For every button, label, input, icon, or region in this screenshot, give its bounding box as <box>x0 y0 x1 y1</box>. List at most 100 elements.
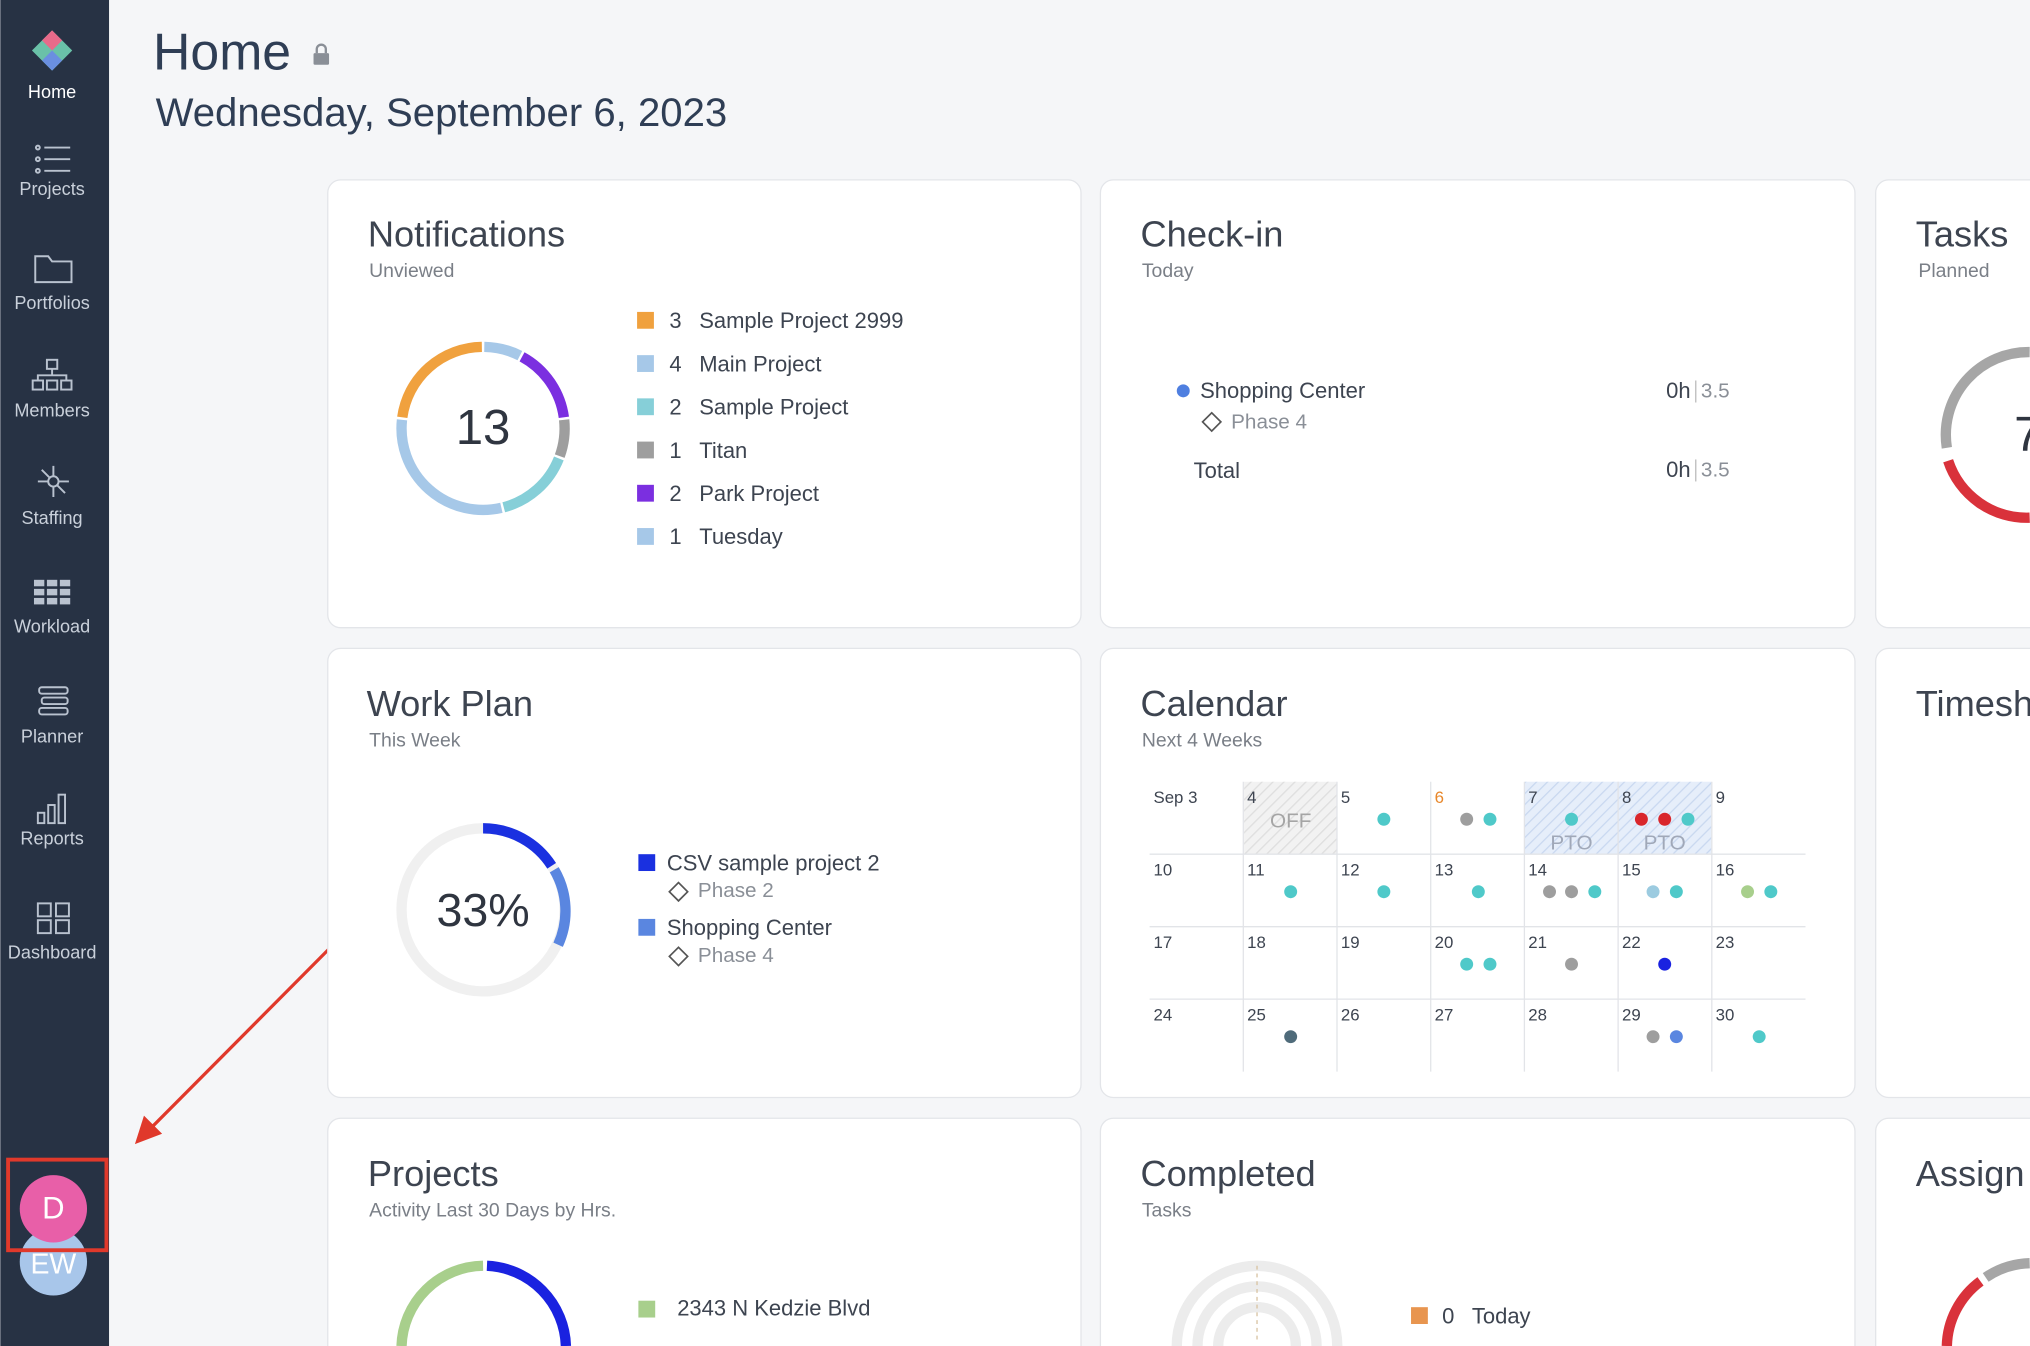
nav-reports[interactable]: Reports <box>20 829 83 849</box>
off-day <box>1244 781 1338 855</box>
pto-label: PTO <box>1550 831 1592 854</box>
nav-staffing[interactable]: Staffing <box>22 508 83 528</box>
nav-dashboard[interactable]: Dashboard <box>8 943 97 963</box>
completed-count: 0 <box>1442 1303 1454 1328</box>
calendar-date: 27 <box>1435 1005 1454 1024</box>
card-subtitle: This Week <box>369 730 461 752</box>
legend-name[interactable]: Park Project <box>699 481 819 506</box>
card-title: Timesh <box>1916 683 2030 724</box>
projects-icon <box>34 144 71 174</box>
members-icon <box>31 358 73 391</box>
calendar-date: 9 <box>1716 788 1725 807</box>
checkin-total-label: Total <box>1194 458 1240 483</box>
avatar-ew-text: EW <box>30 1248 76 1280</box>
projects-ring <box>486 1260 572 1346</box>
legend-swatch <box>637 441 654 459</box>
calendar-date: 30 <box>1716 1005 1735 1024</box>
calendar-date: 5 <box>1341 788 1350 807</box>
legend-swatch <box>637 355 654 372</box>
card-title: Work Plan <box>367 683 533 724</box>
workplan-arc <box>549 867 571 947</box>
phase-icon <box>668 881 689 903</box>
calendar-date: 25 <box>1247 1005 1266 1024</box>
card-title: Tasks <box>1916 213 2009 254</box>
legend-count: 4 <box>669 351 681 376</box>
calendar-date: 19 <box>1341 933 1360 952</box>
projects-item[interactable]: 2343 N Kedzie Blvd <box>677 1296 870 1321</box>
calendar-date: 10 <box>1153 860 1172 879</box>
legend-name[interactable]: Titan <box>699 438 747 463</box>
page-date: Wednesday, September 6, 2023 <box>156 90 728 135</box>
timesheet-card[interactable] <box>1875 647 2030 1099</box>
card-subtitle: Today <box>1142 260 1194 282</box>
lock-icon <box>313 43 330 65</box>
donut-total: 13 <box>456 400 511 455</box>
legend-swatch <box>638 1300 656 1318</box>
donut-segment <box>397 341 483 419</box>
calendar-date: 15 <box>1622 860 1641 879</box>
projects-ring <box>396 1260 484 1346</box>
workplan-phase: Phase 2 <box>698 879 774 902</box>
tasks-count: 7 <box>2014 406 2030 461</box>
checkin-project[interactable]: Shopping Center <box>1200 378 1365 403</box>
legend-name[interactable]: Tuesday <box>699 524 783 549</box>
checkin-phase: Phase 4 <box>1231 411 1307 434</box>
dashboard-icon <box>36 902 70 935</box>
avatar-ew[interactable] <box>19 1228 88 1296</box>
card-title: Notifications <box>368 213 565 254</box>
calendar-card[interactable] <box>1099 647 1856 1099</box>
legend-swatch <box>637 484 654 502</box>
page-title: Home <box>153 22 291 80</box>
workplan-item[interactable]: CSV sample project 2 <box>667 850 880 875</box>
highlight-box <box>6 1157 109 1253</box>
legend-name[interactable]: Sample Project 2999 <box>699 308 903 333</box>
calendar-date: 6 <box>1435 788 1444 807</box>
card-subtitle: Unviewed <box>369 260 454 282</box>
nav-projects[interactable]: Projects <box>19 179 84 199</box>
calendar-date: 4 <box>1247 788 1256 807</box>
completed-label: Today <box>1472 1303 1531 1328</box>
calendar-date: 28 <box>1528 1005 1547 1024</box>
calendar-date: 7 <box>1528 788 1537 807</box>
card-title: Completed <box>1141 1153 1316 1194</box>
nav-planner[interactable]: Planner <box>21 726 83 746</box>
reports-icon <box>36 793 67 825</box>
card-subtitle: Planned <box>1918 260 1989 282</box>
avatar-d[interactable] <box>19 1175 88 1243</box>
calendar-date: 11 <box>1247 860 1264 879</box>
legend-count: 2 <box>669 481 681 506</box>
tasks-ring <box>1943 459 2030 523</box>
staffing-icon <box>37 465 69 497</box>
calendar-date: 17 <box>1153 933 1172 952</box>
legend-name[interactable]: Main Project <box>699 351 821 376</box>
calendar-date: 18 <box>1247 933 1266 952</box>
legend-swatch <box>1411 1307 1428 1324</box>
donut-segment <box>502 456 564 513</box>
card-subtitle: Next 4 Weeks <box>1142 730 1262 752</box>
nav-home[interactable]: Home <box>28 82 76 102</box>
workplan-item[interactable]: Shopping Center <box>667 915 832 940</box>
donut-segment <box>519 352 569 419</box>
project-dot <box>1176 384 1190 398</box>
projects-card[interactable] <box>327 1117 1082 1346</box>
notifications-card[interactable] <box>327 179 1082 629</box>
avatar-d-text: D <box>42 1190 64 1225</box>
calendar-date: Sep 3 <box>1153 788 1197 807</box>
legend-swatch <box>637 528 654 545</box>
workplan-phase: Phase 4 <box>698 944 774 967</box>
card-title: Projects <box>368 1153 499 1194</box>
calendar-dots <box>1284 812 1778 1044</box>
legend-name[interactable]: Sample Project <box>699 395 848 420</box>
legend-count: 1 <box>669 524 681 549</box>
notifications-donut <box>396 341 570 516</box>
checkin-card[interactable] <box>1099 179 1856 629</box>
nav-members[interactable]: Members <box>14 400 89 420</box>
completed-card[interactable] <box>1099 1117 1856 1346</box>
nav-workload[interactable]: Workload <box>14 616 90 636</box>
legend-swatch <box>638 854 656 872</box>
checkin-hours: 0h <box>1666 378 1690 403</box>
assign-card[interactable] <box>1875 1117 2030 1346</box>
legend-count: 2 <box>669 395 681 420</box>
nav-portfolios[interactable]: Portfolios <box>14 293 90 313</box>
